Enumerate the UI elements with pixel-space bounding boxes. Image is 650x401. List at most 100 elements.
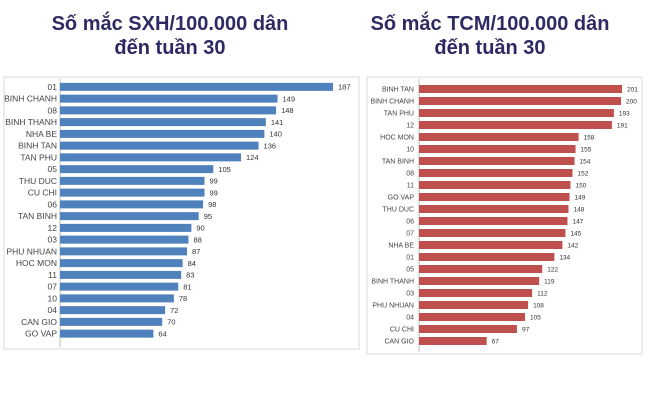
value-label: 145 bbox=[570, 230, 581, 237]
bar bbox=[419, 325, 517, 333]
value-label: 99 bbox=[210, 188, 218, 197]
value-label: 148 bbox=[573, 206, 584, 213]
value-label: 98 bbox=[208, 200, 216, 209]
category-label: GO VAP bbox=[25, 329, 57, 339]
bar bbox=[419, 121, 612, 129]
value-label: 150 bbox=[575, 182, 586, 189]
value-label: 81 bbox=[183, 282, 191, 291]
category-label: NHA BE bbox=[26, 129, 58, 139]
category-label: THU DUC bbox=[383, 206, 415, 213]
value-label: 105 bbox=[218, 165, 231, 174]
bar bbox=[419, 109, 614, 117]
value-label: 140 bbox=[269, 130, 282, 139]
category-label: TAN BINH bbox=[382, 158, 414, 165]
category-label: 06 bbox=[406, 218, 414, 225]
bar bbox=[419, 229, 566, 237]
value-label: 191 bbox=[617, 122, 628, 129]
category-label: 08 bbox=[406, 170, 414, 177]
bar bbox=[60, 153, 242, 162]
chart-frame bbox=[366, 76, 643, 355]
value-label: 88 bbox=[193, 235, 201, 244]
bar bbox=[419, 181, 571, 189]
bar bbox=[419, 313, 526, 321]
bar bbox=[60, 82, 333, 91]
bar bbox=[60, 188, 205, 197]
bar bbox=[60, 294, 174, 303]
category-label: TAN PHU bbox=[20, 152, 57, 162]
bar bbox=[60, 106, 277, 115]
bar bbox=[60, 165, 214, 174]
category-label: HOC MON bbox=[16, 258, 57, 268]
value-label: 90 bbox=[196, 224, 204, 233]
bar bbox=[60, 141, 259, 150]
category-label: 07 bbox=[48, 282, 58, 292]
bar bbox=[419, 205, 569, 213]
value-label: 122 bbox=[547, 266, 558, 273]
value-label: 148 bbox=[281, 106, 294, 115]
category-label: 07 bbox=[406, 230, 414, 237]
bar bbox=[60, 317, 163, 326]
bar bbox=[419, 241, 563, 249]
category-label: 08 bbox=[48, 105, 58, 115]
category-label: CU CHI bbox=[390, 326, 414, 333]
category-label: TAN BINH bbox=[18, 211, 57, 221]
category-label: 12 bbox=[48, 223, 58, 233]
bar bbox=[60, 200, 204, 209]
category-label: 06 bbox=[48, 199, 58, 209]
value-label: 87 bbox=[192, 247, 200, 256]
bar bbox=[419, 265, 543, 273]
bar bbox=[60, 259, 183, 268]
bar bbox=[60, 270, 182, 279]
category-label: 12 bbox=[406, 122, 414, 129]
category-label: 04 bbox=[406, 314, 414, 321]
tcm-title-line2: đến tuần 30 bbox=[434, 37, 546, 59]
value-label: 142 bbox=[567, 242, 578, 249]
value-label: 78 bbox=[179, 294, 187, 303]
bar bbox=[419, 97, 621, 105]
bar bbox=[419, 157, 575, 165]
bar bbox=[60, 223, 192, 232]
bar bbox=[60, 129, 265, 138]
value-label: 97 bbox=[522, 326, 530, 333]
bar bbox=[60, 176, 205, 185]
bar bbox=[60, 282, 179, 291]
value-label: 64 bbox=[158, 329, 166, 338]
category-label: BINH THANH bbox=[5, 117, 57, 127]
category-label: BINH THANH bbox=[371, 278, 414, 285]
bar bbox=[60, 212, 199, 221]
category-label: 03 bbox=[48, 235, 58, 245]
value-label: 141 bbox=[271, 118, 284, 127]
value-label: 200 bbox=[626, 98, 637, 105]
bar bbox=[419, 277, 540, 285]
category-label: 05 bbox=[48, 164, 58, 174]
value-label: 154 bbox=[580, 158, 591, 165]
sxh-title-line2: đến tuần 30 bbox=[114, 37, 226, 59]
chart-frame bbox=[3, 76, 360, 350]
value-label: 187 bbox=[338, 83, 351, 92]
category-label: TAN PHU bbox=[384, 110, 414, 117]
value-label: 112 bbox=[537, 290, 548, 297]
bar bbox=[419, 337, 487, 345]
category-label: BINH CHANH bbox=[4, 94, 57, 104]
bar bbox=[419, 217, 568, 225]
category-label: 11 bbox=[48, 270, 57, 280]
category-label: 10 bbox=[48, 293, 58, 303]
category-label: CU CHI bbox=[28, 188, 57, 198]
category-label: NHA BE bbox=[388, 242, 414, 249]
bar bbox=[60, 94, 278, 103]
category-label: 03 bbox=[406, 290, 414, 297]
category-label: BINH TAN bbox=[382, 86, 414, 93]
value-label: 155 bbox=[581, 146, 592, 153]
bar bbox=[60, 247, 188, 256]
category-label: 04 bbox=[48, 305, 58, 315]
category-label: PHU NHUAN bbox=[372, 302, 414, 309]
category-label: 01 bbox=[406, 254, 414, 261]
value-label: 84 bbox=[188, 259, 196, 268]
value-label: 105 bbox=[530, 314, 541, 321]
category-label: THU DUC bbox=[19, 176, 57, 186]
value-label: 67 bbox=[492, 338, 500, 345]
bar bbox=[419, 301, 529, 309]
sxh-bar-chart: 01 187 BINH CHANH 149 08 148 BINH THANH 141 NHA … bbox=[3, 76, 360, 350]
value-label: 152 bbox=[578, 170, 589, 177]
